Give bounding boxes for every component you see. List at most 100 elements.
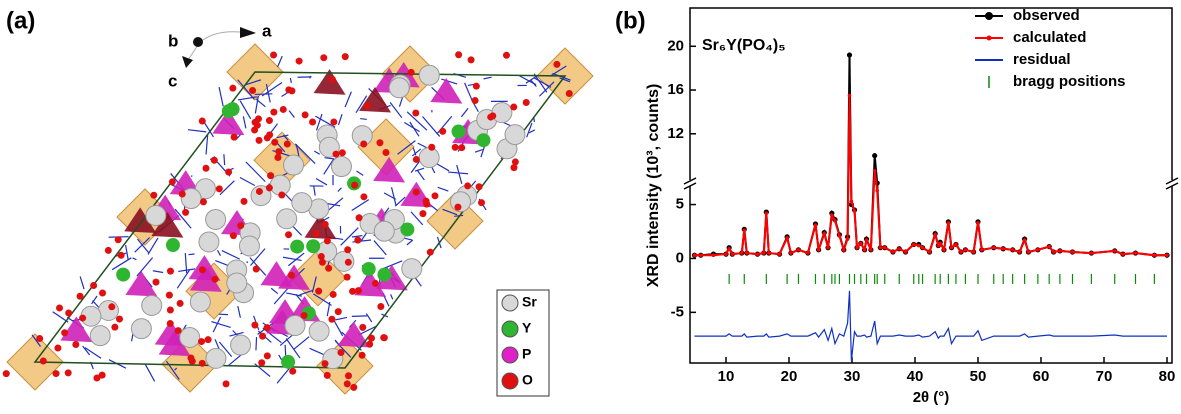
atom-y [290, 240, 304, 254]
legend-label: P [522, 346, 531, 362]
atom-o [413, 156, 420, 163]
atom-o [360, 193, 367, 200]
atom-o [382, 149, 389, 156]
bond [222, 251, 240, 260]
atom-o [344, 274, 351, 281]
data-point [1113, 249, 1117, 253]
bond [279, 355, 282, 360]
y-tick-label: -5 [671, 303, 684, 320]
data-point [1001, 247, 1005, 251]
atom-o [267, 172, 274, 179]
atom-o [364, 103, 371, 110]
bond [352, 316, 367, 317]
atom-sr [98, 300, 118, 320]
bond [153, 271, 163, 273]
atom-o [503, 52, 510, 59]
atom-o [359, 324, 366, 331]
atom-y [362, 262, 376, 276]
atom-o [354, 237, 361, 244]
atom-o [270, 51, 277, 58]
atom-o [322, 360, 329, 367]
atom-o [468, 56, 475, 63]
atom-o [108, 303, 115, 310]
atom-o [366, 341, 373, 348]
atom-o [345, 372, 352, 379]
atom-o [419, 210, 426, 217]
bond [417, 170, 424, 180]
bond [484, 77, 492, 79]
x-tick-label: 40 [907, 368, 924, 385]
atom-o [200, 198, 207, 205]
data-point [875, 189, 879, 193]
atom-o [275, 148, 282, 155]
axis-label: c [168, 71, 177, 90]
atom-o [318, 253, 325, 260]
data-point [778, 252, 782, 256]
data-point [817, 248, 821, 252]
atom-o [408, 69, 415, 76]
atom-o [288, 272, 295, 279]
legend-label: residual [1013, 51, 1071, 68]
atom-o [251, 127, 258, 134]
bond [126, 245, 129, 260]
data-point [1047, 245, 1051, 249]
data-point [873, 169, 877, 173]
atom-o [270, 109, 277, 116]
bond [415, 168, 424, 171]
data-point [950, 246, 954, 250]
axis-arrow [200, 32, 240, 42]
data-point [1036, 248, 1040, 252]
atom-o [258, 359, 265, 366]
atom-o [79, 315, 86, 322]
atom-o [167, 320, 174, 327]
data-point [928, 250, 932, 254]
atom-y [281, 355, 295, 369]
atom-o [150, 192, 157, 199]
data-point [1027, 250, 1031, 254]
data-point [848, 94, 852, 98]
atom-sr [492, 103, 512, 123]
atom-o [230, 232, 237, 239]
data-point [959, 250, 963, 254]
y-tick-label: 5 [676, 196, 684, 213]
x-tick-label: 60 [1033, 368, 1050, 385]
atom-o [301, 312, 308, 319]
atom-o [472, 97, 479, 104]
data-point [947, 221, 951, 225]
axis-arrow [182, 56, 193, 68]
atom-o [241, 198, 248, 205]
bond [278, 56, 283, 67]
atom-o [510, 104, 517, 111]
data-point [762, 251, 766, 255]
data-point [954, 243, 958, 247]
atom-y [452, 125, 466, 139]
data-point [838, 234, 842, 238]
atom-sr [206, 209, 226, 229]
legend-label: bragg positions [1013, 73, 1126, 90]
bond [475, 150, 482, 153]
atom-o [376, 139, 383, 146]
data-point [865, 238, 869, 242]
atom-o [251, 322, 258, 329]
legend-swatch [502, 347, 518, 363]
data-point [745, 251, 749, 255]
atom-sr [285, 316, 305, 336]
atom-o [359, 352, 366, 359]
bond [345, 92, 351, 107]
data-point [904, 250, 908, 254]
atom-o [324, 372, 331, 379]
atom-o [344, 380, 351, 387]
data-point [964, 248, 968, 252]
atom-o [256, 188, 263, 195]
x-tick-label: 20 [781, 368, 798, 385]
data-point [853, 209, 857, 213]
data-point [972, 250, 976, 254]
legend-swatch [985, 12, 993, 20]
atom-o [431, 192, 438, 199]
atom-o [372, 280, 379, 287]
data-point [1011, 248, 1015, 252]
data-point [897, 247, 901, 251]
data-point [842, 248, 846, 252]
atom-o [116, 316, 123, 323]
